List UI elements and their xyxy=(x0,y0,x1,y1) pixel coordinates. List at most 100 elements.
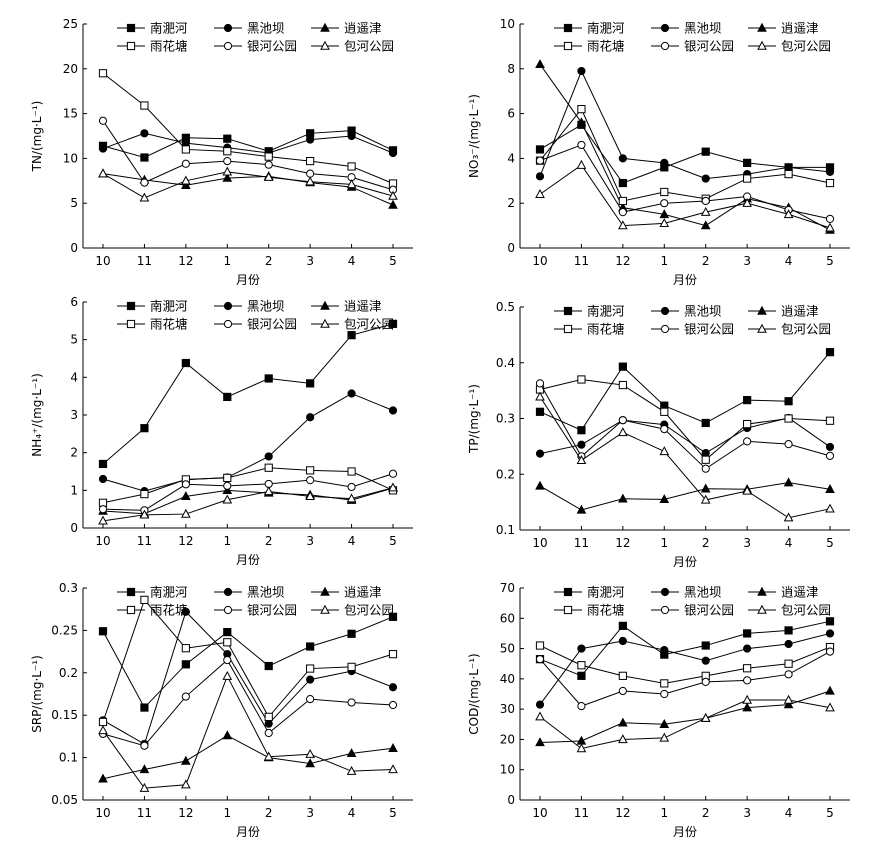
data-point xyxy=(618,734,628,744)
legend-label: 雨花塘 xyxy=(587,322,625,337)
data-point xyxy=(577,426,586,435)
data-point xyxy=(181,692,190,701)
data-point xyxy=(305,748,315,758)
x-tick-label: 3 xyxy=(306,254,314,268)
legend-item: 包河公园 xyxy=(748,603,831,618)
x-tick-label: 4 xyxy=(785,254,793,268)
data-point xyxy=(347,467,356,476)
data-point xyxy=(181,755,191,765)
data-point xyxy=(784,169,793,179)
data-point xyxy=(388,199,398,209)
data-point xyxy=(535,145,545,154)
series-line-2 xyxy=(539,69,831,180)
legend-marker xyxy=(757,40,767,50)
data-point xyxy=(618,621,627,630)
legend-item: 雨花塘 xyxy=(554,322,625,337)
data-point xyxy=(743,664,752,673)
y-tick-label: 0.1 xyxy=(59,751,78,765)
y-tick-label: 3 xyxy=(70,408,78,422)
data-point xyxy=(306,642,315,651)
y-axis-title: SRP/(mg·L⁻¹) xyxy=(30,655,44,733)
data-point xyxy=(825,451,835,460)
legend-marker xyxy=(757,323,767,333)
y-tick-label: 0.05 xyxy=(51,793,78,807)
legend-item: 南淝河 xyxy=(117,299,188,314)
data-point xyxy=(223,638,232,647)
data-point xyxy=(618,380,627,390)
data-point xyxy=(660,158,669,167)
legend-item: 包河公园 xyxy=(311,317,394,332)
x-tick-label: 12 xyxy=(615,254,630,268)
data-point xyxy=(577,375,586,384)
data-point xyxy=(535,655,545,664)
x-tick-label: 5 xyxy=(389,254,397,268)
data-point xyxy=(825,222,835,232)
x-axis-title: 月份 xyxy=(673,555,697,569)
legend-label: 黑池坝 xyxy=(684,585,722,600)
data-point xyxy=(535,156,545,165)
data-point xyxy=(701,464,710,473)
y-tick-label: 8 xyxy=(507,62,515,76)
data-point xyxy=(98,69,108,78)
legend-marker xyxy=(563,324,573,334)
data-point xyxy=(222,730,233,740)
data-point xyxy=(618,671,627,680)
data-point xyxy=(264,712,273,721)
data-point xyxy=(618,717,628,727)
data-point xyxy=(701,448,710,458)
data-point xyxy=(701,656,710,665)
data-point xyxy=(181,644,190,653)
legend-label: 南淝河 xyxy=(150,299,188,314)
y-tick-label: 40 xyxy=(500,672,515,686)
data-point xyxy=(306,694,315,704)
data-point xyxy=(264,374,273,383)
data-point xyxy=(263,751,274,761)
data-point xyxy=(140,741,149,750)
data-point xyxy=(388,764,398,774)
chart-panel-5: 0.050.10.150.20.250.310 11 12 1 2 3 4 5月份SRP/(m… xyxy=(30,581,413,839)
legend-item: 银河公园 xyxy=(651,603,734,618)
data-point xyxy=(140,703,149,712)
legend-label: 包河公园 xyxy=(781,39,831,54)
data-point xyxy=(347,389,356,398)
series-line-2 xyxy=(539,632,831,705)
data-point xyxy=(388,683,398,692)
legend-label: 银河公园 xyxy=(247,317,297,332)
legend-label: 黑池坝 xyxy=(684,21,722,36)
y-tick-label: 0 xyxy=(70,241,78,255)
data-point xyxy=(783,699,794,709)
x-tick-label: 11 xyxy=(137,534,152,548)
y-tick-label: 0.25 xyxy=(51,623,78,637)
legend-marker xyxy=(563,41,573,51)
data-point xyxy=(825,702,835,712)
y-tick-label: 0.3 xyxy=(496,412,515,426)
x-tick-label: 11 xyxy=(137,806,152,820)
legend-item: 银河公园 xyxy=(214,39,297,54)
data-point xyxy=(618,686,627,696)
data-point xyxy=(223,147,232,156)
series-line-2 xyxy=(102,392,394,492)
series-line-1 xyxy=(102,616,394,709)
series-line-3 xyxy=(539,64,831,231)
legend-marker xyxy=(126,41,136,51)
data-point xyxy=(346,493,357,503)
series-line-4 xyxy=(539,645,831,684)
y-tick-label: 5 xyxy=(70,196,78,210)
legend-item: 逍遥津 xyxy=(748,304,819,319)
x-axis-title: 月份 xyxy=(236,825,260,839)
data-point xyxy=(825,629,835,638)
data-point xyxy=(388,743,398,752)
data-point xyxy=(784,639,793,649)
data-point xyxy=(825,617,835,626)
data-point xyxy=(660,645,669,655)
data-point xyxy=(577,440,586,449)
legend-item: 逍遥津 xyxy=(748,21,819,36)
x-axis-title: 月份 xyxy=(236,273,260,287)
data-point xyxy=(700,206,711,216)
x-axis-title: 月份 xyxy=(673,825,697,839)
legend-label: 逍遥津 xyxy=(344,299,382,314)
data-point xyxy=(618,493,628,503)
data-point xyxy=(618,427,628,437)
data-point xyxy=(742,485,752,495)
legend-item: 雨花塘 xyxy=(117,603,188,618)
